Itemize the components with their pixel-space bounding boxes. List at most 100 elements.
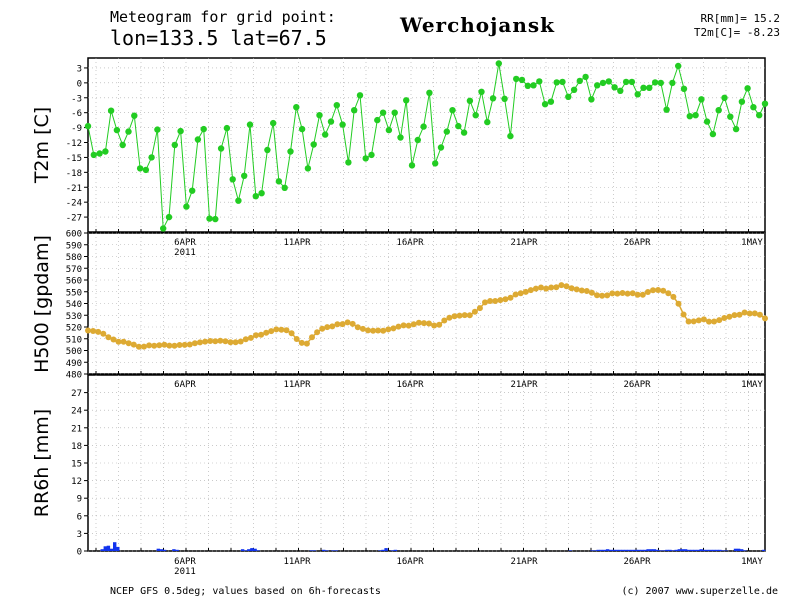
- t2m-ytick-label: -21: [66, 184, 82, 194]
- h500-point: [436, 321, 443, 328]
- rr6h-bar: [621, 549, 625, 551]
- rr6h-bar: [687, 549, 691, 551]
- rr6h-bar: [596, 549, 600, 551]
- t2m-point: [154, 126, 161, 133]
- h500-point: [324, 324, 331, 331]
- h500-point: [599, 292, 606, 299]
- rr6h-bar: [605, 549, 610, 551]
- h500-point: [395, 323, 402, 330]
- h500-point: [665, 290, 672, 297]
- t2m-point: [102, 148, 109, 155]
- t2m-point: [397, 134, 404, 141]
- rr6h-bar: [172, 549, 176, 551]
- h500-point: [370, 327, 377, 334]
- t2m-point: [646, 84, 653, 92]
- h500-point: [573, 286, 580, 293]
- rr6h-bar: [702, 549, 706, 551]
- t2m-point: [617, 87, 624, 95]
- h500-point: [344, 319, 351, 326]
- t2m-point: [426, 89, 433, 97]
- t2m-point: [96, 150, 103, 157]
- h500-point: [217, 337, 224, 344]
- t2m-point: [223, 124, 231, 132]
- h500-point: [247, 334, 254, 341]
- h500-point: [431, 322, 438, 329]
- h500-point: [670, 293, 677, 300]
- t2m-point: [90, 151, 98, 159]
- rr6h-bar: [325, 550, 329, 551]
- h500-point: [619, 290, 626, 296]
- t2m-point: [298, 125, 306, 133]
- h500-xtick-label: 6APR: [174, 380, 196, 390]
- rr6h-bar: [699, 549, 703, 551]
- rr6h-bar: [640, 549, 644, 551]
- t2m-point: [484, 118, 491, 126]
- rr6h-bar: [696, 549, 700, 551]
- rr6h-bar: [618, 549, 622, 551]
- t2m-point: [599, 79, 607, 87]
- rr6h-panel: 27 24 21 18 15 12 9 6 3 0 6APR 11APR 16APR 21APR 26APR…: [31, 374, 766, 577]
- rr6h-ytick-label: 24: [71, 407, 82, 417]
- h500-point: [532, 285, 539, 292]
- t2m-point: [293, 104, 300, 111]
- rr6h-bar: [646, 549, 650, 551]
- t2m-point: [275, 178, 283, 185]
- h500-point: [100, 330, 107, 337]
- t2m-point: [594, 82, 601, 89]
- t2m-point: [107, 107, 115, 114]
- rr6h-bar: [334, 550, 338, 551]
- h500-point: [222, 338, 229, 345]
- h500-panel: 6005905805705605505405305205105004904806…: [31, 230, 768, 390]
- t2m-point: [501, 95, 508, 103]
- h500-ytick-label: 580: [66, 253, 82, 263]
- t2m-point: [472, 112, 479, 119]
- t2m-point: [547, 98, 555, 105]
- h500-ytick-label: 520: [66, 324, 82, 334]
- h500-point: [354, 324, 361, 331]
- h500-point: [517, 290, 524, 297]
- t2m-point: [541, 101, 549, 108]
- h500-point: [660, 287, 667, 294]
- h500-point: [497, 297, 504, 304]
- t2m-ytick-label: -9: [71, 124, 82, 134]
- rr6h-bar: [175, 549, 179, 551]
- rr6h-bar: [627, 549, 632, 551]
- t2m-point: [756, 112, 763, 119]
- h500-point: [685, 318, 692, 325]
- t2m-point: [657, 79, 664, 87]
- t2m-point: [125, 128, 132, 135]
- h500-point: [614, 290, 621, 297]
- t2m-point: [333, 102, 340, 109]
- rr6h-bar: [649, 549, 653, 551]
- rr6h-bar: [381, 549, 385, 551]
- h500-point: [253, 332, 259, 339]
- footer-credit: (c) 2007 www.superzelle.de: [621, 586, 778, 597]
- h500-point: [655, 287, 662, 293]
- rr6h-bar: [309, 550, 313, 551]
- h500-point: [634, 291, 641, 298]
- rr6h-bar: [740, 549, 744, 551]
- t2m-point: [455, 122, 462, 130]
- h500-point: [105, 334, 112, 341]
- location-name: Werchojansk: [399, 13, 555, 37]
- t2m-point: [351, 107, 358, 114]
- t2m-ytick-label: 3: [77, 64, 82, 74]
- rr6h-bar: [736, 548, 741, 551]
- t2m-point: [507, 132, 514, 140]
- t2m-point: [165, 213, 173, 221]
- t2m-point: [136, 165, 144, 172]
- t2m-point: [217, 145, 225, 152]
- t2m-ytick-label: -24: [66, 199, 82, 209]
- t2m-xtick-label: 11APR: [283, 238, 311, 248]
- t2m-point: [478, 88, 485, 96]
- t2m-xtick-label: 1MAY: [741, 238, 763, 248]
- t2m-point: [345, 159, 352, 166]
- t2m-point: [281, 184, 288, 191]
- h500-point: [227, 339, 234, 346]
- h500-ylabel: H500 [gpdam]: [31, 235, 53, 373]
- t2m-point: [391, 109, 398, 116]
- rr6h-bar: [615, 549, 619, 551]
- t2m-point: [495, 60, 502, 67]
- rr6h-bar: [662, 550, 666, 551]
- rr6h-bar: [658, 550, 663, 551]
